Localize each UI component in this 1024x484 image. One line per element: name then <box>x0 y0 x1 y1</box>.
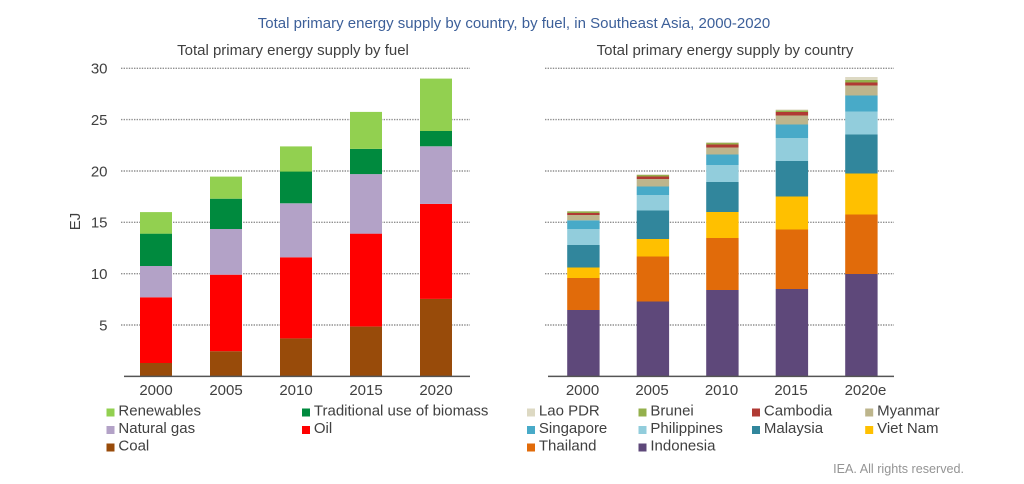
svg-text:2010: 2010 <box>705 382 738 399</box>
svg-text:2010: 2010 <box>279 382 312 399</box>
svg-text:EJ: EJ <box>67 213 84 231</box>
svg-text:Philippines: Philippines <box>650 420 723 437</box>
svg-text:Total primary energy supply by: Total primary energy supply by fuel <box>177 42 409 59</box>
svg-text:2015: 2015 <box>349 382 382 399</box>
svg-text:Coal: Coal <box>118 437 149 454</box>
svg-text:Natural gas: Natural gas <box>118 420 195 437</box>
svg-text:Renewables: Renewables <box>118 402 201 419</box>
svg-text:30: 30 <box>91 61 108 78</box>
svg-text:Myanmar: Myanmar <box>877 402 940 419</box>
svg-text:2000: 2000 <box>139 382 172 399</box>
svg-text:15: 15 <box>91 215 108 232</box>
svg-text:Traditional use of biomass: Traditional use of biomass <box>314 402 489 419</box>
svg-text:Total primary energy supply by: Total primary energy supply by country <box>597 42 854 59</box>
svg-text:2015: 2015 <box>774 382 807 399</box>
svg-text:Cambodia: Cambodia <box>764 402 833 419</box>
svg-text:2020e: 2020e <box>845 382 887 399</box>
svg-text:20: 20 <box>91 163 108 180</box>
svg-text:Lao PDR: Lao PDR <box>539 402 600 419</box>
svg-text:5: 5 <box>99 317 107 334</box>
svg-text:2005: 2005 <box>209 382 242 399</box>
svg-text:2000: 2000 <box>566 382 599 399</box>
svg-text:25: 25 <box>91 112 108 129</box>
svg-text:10: 10 <box>91 266 108 283</box>
svg-text:2020: 2020 <box>419 382 452 399</box>
svg-text:Indonesia: Indonesia <box>650 437 716 454</box>
svg-text:Brunei: Brunei <box>650 402 693 419</box>
svg-text:IEA. All rights reserved.: IEA. All rights reserved. <box>833 462 964 476</box>
svg-text:Total primary energy supply by: Total primary energy supply by country, … <box>258 15 771 32</box>
svg-text:Oil: Oil <box>314 420 332 437</box>
svg-text:Malaysia: Malaysia <box>764 420 824 437</box>
svg-text:2005: 2005 <box>635 382 668 399</box>
svg-text:Viet Nam: Viet Nam <box>877 420 938 437</box>
svg-text:Thailand: Thailand <box>539 437 597 454</box>
svg-text:Singapore: Singapore <box>539 420 607 437</box>
